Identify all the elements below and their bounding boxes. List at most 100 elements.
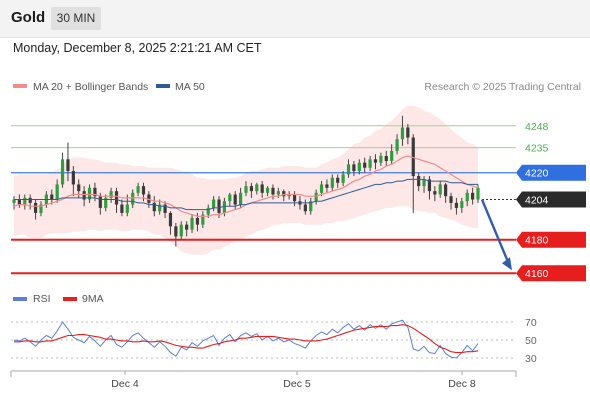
moving-averages xyxy=(13,155,479,217)
candle-body xyxy=(427,179,432,192)
instrument-title: Gold xyxy=(11,9,46,26)
candle-body xyxy=(77,184,81,192)
x-tick-label: Dec 8 xyxy=(448,378,476,390)
x-tick-label: Dec 4 xyxy=(111,378,139,390)
candle-body xyxy=(125,204,129,213)
legend-swatch-ma20 xyxy=(13,84,27,88)
legend-label-ma50: MA 50 xyxy=(175,81,205,93)
candle-body xyxy=(50,194,54,200)
level-label-4204: 4204 xyxy=(525,195,549,207)
candle-body xyxy=(454,202,459,208)
candle-body xyxy=(411,137,415,177)
candle-body xyxy=(271,187,275,195)
support-tag-4180 xyxy=(516,231,586,248)
candle-body xyxy=(352,164,356,172)
candle-body xyxy=(406,127,410,138)
candle-body xyxy=(152,202,156,212)
header-bar: Gold 30 MIN xyxy=(0,0,590,38)
candle-body xyxy=(400,127,405,140)
rsi-9ma-line xyxy=(14,324,479,354)
pivot-tag-4220 xyxy=(516,164,586,181)
candle-body xyxy=(190,217,194,230)
candle-body xyxy=(460,201,464,208)
candle-body xyxy=(465,192,469,202)
candle-body xyxy=(314,192,318,202)
candle-body xyxy=(120,204,124,213)
bollinger-band-fill xyxy=(14,105,478,255)
candle-body xyxy=(39,204,43,213)
candle-body xyxy=(228,194,232,202)
candle-body xyxy=(195,217,200,225)
candles xyxy=(12,115,480,247)
candle-body xyxy=(93,187,97,197)
candle-body xyxy=(379,155,383,163)
legend-label-9ma: 9MA xyxy=(82,293,104,305)
candle-body xyxy=(471,192,475,200)
candle-body xyxy=(12,199,16,203)
candle-body xyxy=(185,224,189,230)
ma50-line xyxy=(14,178,478,211)
candle-body xyxy=(260,184,264,193)
forecast-arrow-head xyxy=(502,257,512,271)
candle-body xyxy=(87,187,92,200)
timeframe-button[interactable]: 30 MIN xyxy=(51,7,101,30)
candle-body xyxy=(476,187,480,200)
chart-credit: Research © 2025 Trading Central xyxy=(424,81,581,93)
candle-body xyxy=(363,162,367,168)
legend-label-ma20: MA 20 + Bollinger Bands xyxy=(33,81,148,93)
rsi-pane: 70 50 30 xyxy=(11,317,537,365)
candle-body xyxy=(104,197,108,208)
candle-body xyxy=(222,201,227,213)
candle-body xyxy=(109,191,113,198)
candle-body xyxy=(373,159,378,163)
candle-body xyxy=(325,184,329,188)
candle-body xyxy=(368,159,372,168)
candle-body xyxy=(287,194,291,197)
candle-body xyxy=(136,186,140,193)
legend-swatch-ma50 xyxy=(156,84,170,88)
candle-body xyxy=(71,171,75,185)
candle-body xyxy=(28,197,32,203)
candle-body xyxy=(174,226,178,237)
candle-body xyxy=(249,186,253,192)
candle-body xyxy=(282,191,286,197)
candle-body xyxy=(422,179,426,187)
legend-swatch-rsi xyxy=(13,297,27,301)
level-labels: 4248 4235 4220 4204 4180 4160 xyxy=(516,121,586,282)
candle-body xyxy=(357,162,361,172)
candle-body xyxy=(131,192,135,205)
candle-body xyxy=(217,199,221,213)
candle-body xyxy=(309,201,313,212)
candle-body xyxy=(255,184,259,192)
rsi-tick-30: 30 xyxy=(525,353,537,365)
forecast-arrow-shaft xyxy=(480,199,511,265)
candle-body xyxy=(114,191,119,205)
forecast-arrow xyxy=(480,199,512,271)
candle-body xyxy=(179,224,183,237)
rsi-tick-50: 50 xyxy=(525,335,537,347)
candle-body xyxy=(212,199,216,208)
candle-body xyxy=(60,159,65,185)
candle-body xyxy=(449,196,453,203)
candle-body xyxy=(319,184,324,193)
level-label-4248: 4248 xyxy=(525,121,549,133)
candle-body xyxy=(147,194,151,203)
candle-body xyxy=(292,194,297,202)
candle-body xyxy=(244,186,248,193)
candle-body xyxy=(33,202,38,213)
candle-body xyxy=(330,177,334,188)
candle-body xyxy=(23,197,27,205)
candle-body xyxy=(163,204,167,213)
level-label-4160: 4160 xyxy=(525,268,549,280)
level-label-4180: 4180 xyxy=(525,235,549,247)
candle-body xyxy=(233,194,237,205)
candle-body xyxy=(390,150,394,161)
candle-body xyxy=(384,155,388,161)
candle-body xyxy=(346,164,351,175)
candle-body xyxy=(395,139,399,151)
candle-body xyxy=(17,199,21,205)
last-price-tag xyxy=(516,191,586,208)
candle-body xyxy=(303,204,307,212)
rsi-line xyxy=(13,319,479,359)
